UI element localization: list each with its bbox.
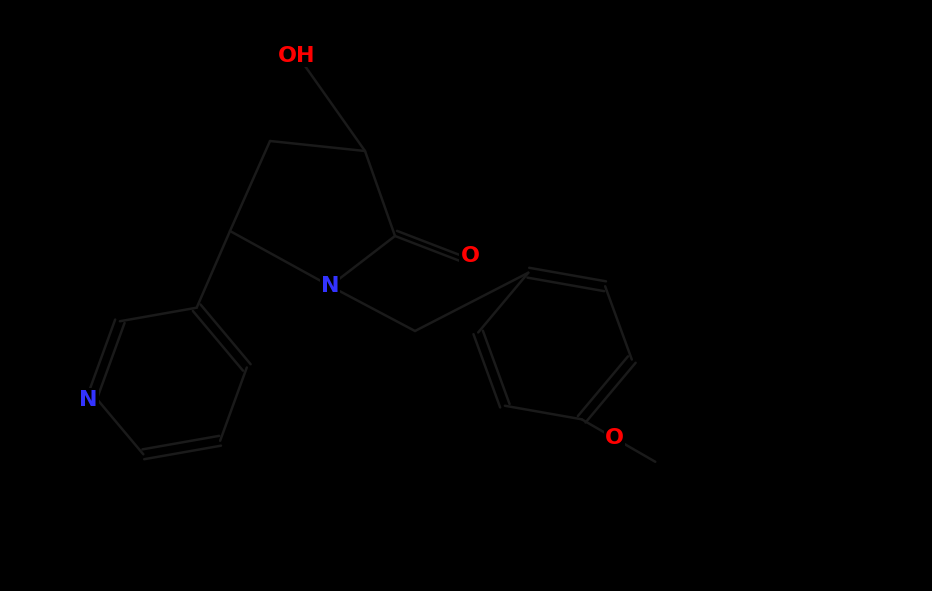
Text: N: N	[79, 389, 98, 410]
Text: OH: OH	[279, 46, 316, 66]
Text: O: O	[605, 428, 624, 449]
Text: N: N	[321, 276, 339, 296]
Text: O: O	[460, 246, 479, 266]
